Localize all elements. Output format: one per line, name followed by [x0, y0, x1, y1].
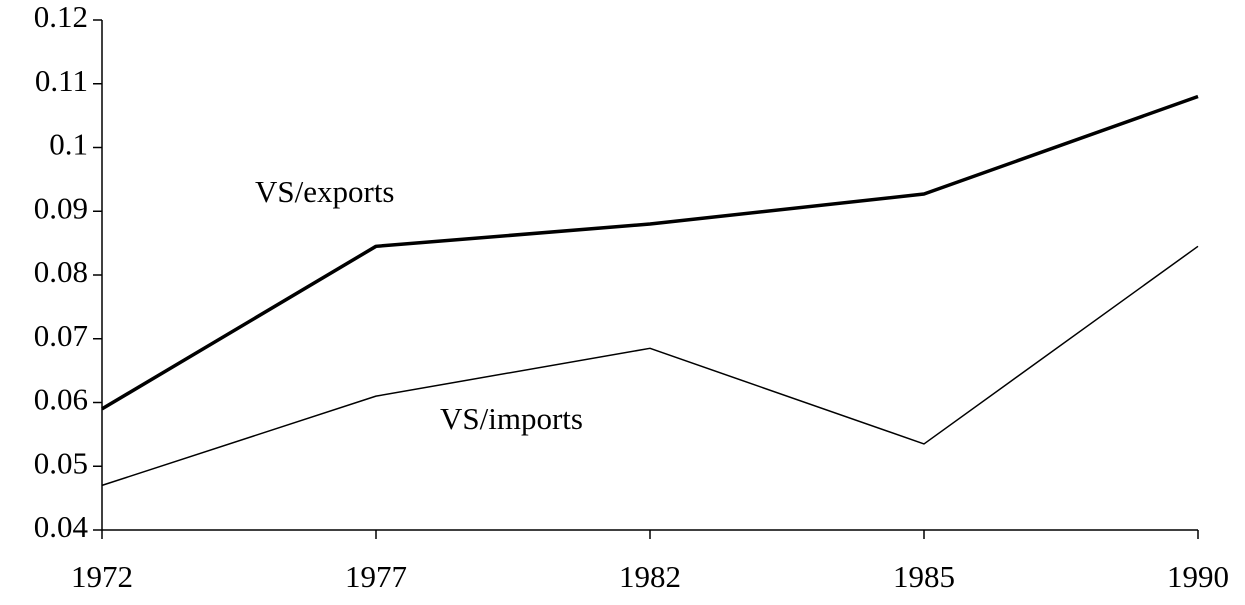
y-tick-label: 0.07: [34, 318, 88, 353]
x-tick-label: 1972: [71, 559, 133, 594]
series-label: VS/exports: [255, 174, 395, 209]
y-tick-label: 0.04: [34, 509, 89, 544]
y-tick-label: 0.09: [34, 190, 88, 225]
y-tick-label: 0.11: [35, 63, 88, 98]
series-line: [101, 94, 1199, 411]
x-tick-label: 1977: [345, 559, 407, 594]
y-tick-label: 0.06: [34, 382, 88, 417]
series-line: [101, 245, 1199, 487]
x-tick-label: 1985: [893, 559, 955, 594]
x-tick-label: 1982: [619, 559, 681, 594]
y-tick-label: 0.1: [49, 127, 88, 162]
y-tick-label: 0.08: [34, 254, 88, 289]
series-label: VS/imports: [440, 401, 583, 436]
y-tick-label: 0.12: [34, 0, 88, 34]
x-tick-label: 1990: [1167, 559, 1229, 594]
y-tick-label: 0.05: [34, 445, 88, 480]
